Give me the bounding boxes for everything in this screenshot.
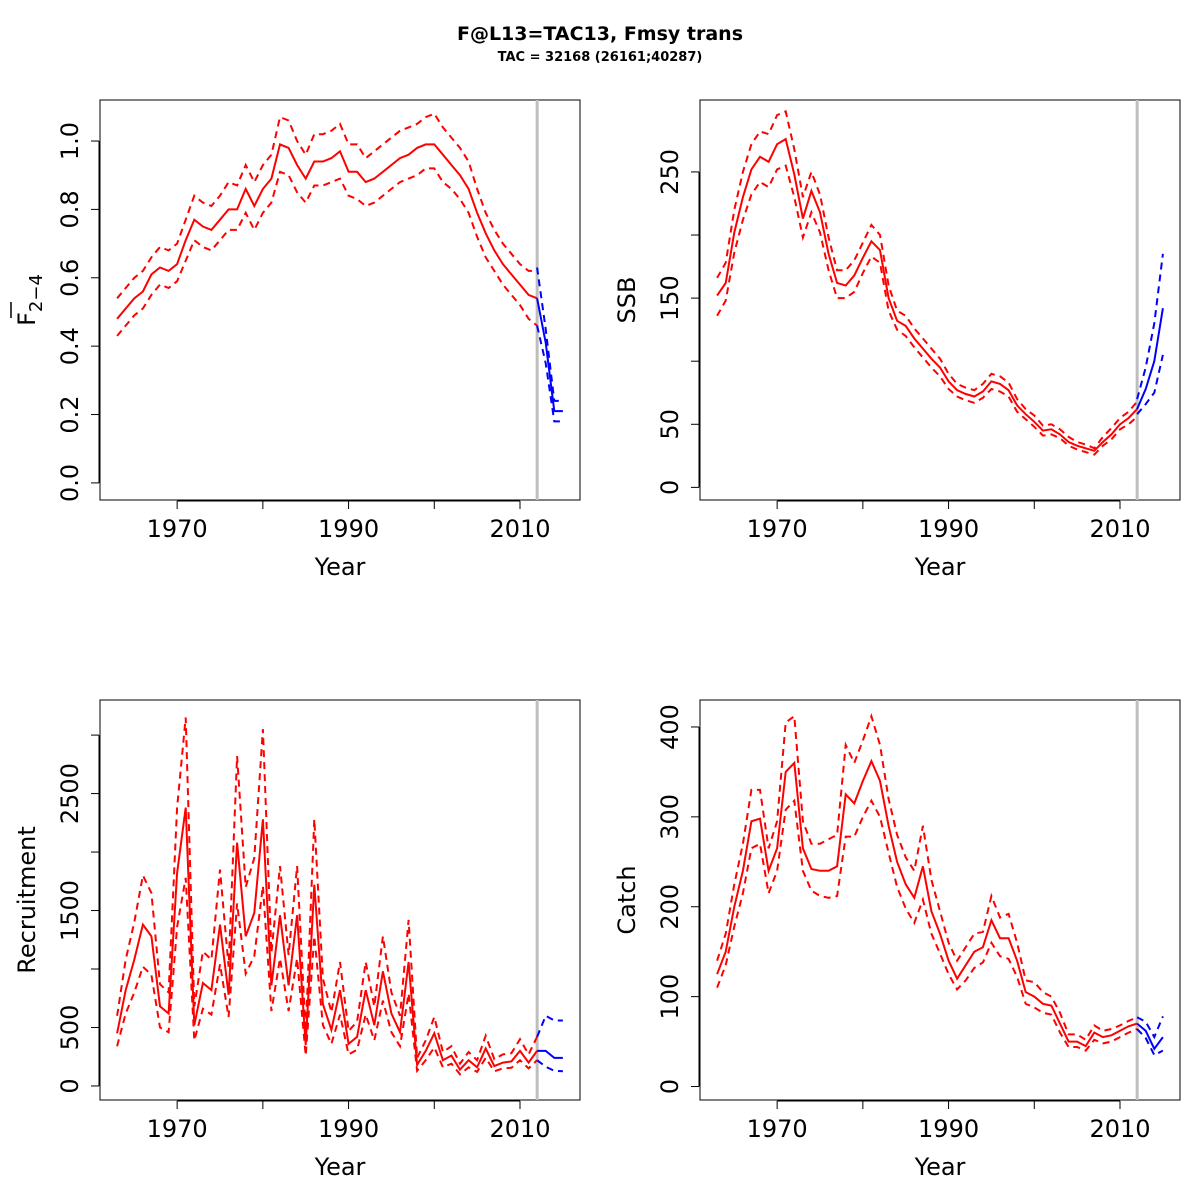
ssb-y-tick-label-50: 50 [656,409,684,440]
catch-x-tick-label-1970: 1970 [747,1115,808,1143]
ssb-history-upper-line [716,110,1138,450]
catch-x-axis-title: Year [914,1153,966,1181]
recruitment-forecast-upper-line [536,1014,563,1038]
fbar-y-tick-label-0: 0.0 [56,464,84,502]
fbar-y-axis-title: F2−4 [13,274,47,326]
recruitment-history-lower-line [116,877,538,1076]
ssb-history-estimate-line [716,137,1138,452]
recruitment-y-tick-label-0: 0 [56,1078,84,1093]
catch-forecast-upper-line [1136,1016,1164,1040]
fbar-y-tick-label-0_6: 0.6 [56,259,84,297]
fbar-history-estimate-line [116,143,538,320]
figure-title: F@L13=TAC13, Fmsy trans [457,23,743,45]
fbar-panel: 1970 1990 2010 Year 0.0 0.2 0.4 0.6 0.8 1.0 F2−4 [10,99,581,581]
ssb-y-tick-label-250: 250 [656,149,684,195]
ssb-y-tick-label-0: 0 [656,480,684,495]
catch-history-estimate-line [716,758,1138,1048]
fbar-x-tick-label-1970: 1970 [147,515,208,543]
recruitment-history-estimate-line [116,807,538,1072]
catch-x-tick-label-2010: 2010 [1089,1115,1150,1143]
fbar-forecast-lower-line [536,325,563,423]
recruitment-y-tick-label-1500: 1500 [56,880,84,941]
fbar-plot-frame [99,99,581,501]
catch-history-lower-line [716,798,1138,1052]
ssb-x-tick-label-1990: 1990 [918,515,979,543]
recruitment-y-tick-label-2500: 2500 [56,763,84,824]
fbar-y-tick-label-0_8: 0.8 [56,190,84,228]
fbar-history-lower-line [116,167,538,337]
catch-y-tick-label-100: 100 [656,974,684,1020]
fbar-plot-area [116,100,563,500]
fbar-y-tick-label-0_4: 0.4 [56,327,84,365]
recruitment-forecast-lower-line [536,1059,563,1073]
recruitment-forecast-estimate-line [537,1049,563,1059]
catch-y-tick-label-0: 0 [656,1079,684,1094]
ssb-plot-area [716,100,1164,500]
catch-y-tick-label-400: 400 [656,704,684,750]
catch-history-upper-line [716,712,1138,1042]
catch-plot-frame [699,699,1181,1101]
ssb-panel: 1970 1990 2010 Year 0 50 150 250 SSB [613,99,1181,581]
catch-forecast-lower-line [1136,1028,1164,1057]
ssb-forecast-upper-line [1136,253,1164,400]
recruitment-plot-frame [99,699,581,1101]
catch-y-tick-label-300: 300 [656,794,684,840]
recruitment-y-tick-label-500: 500 [56,1005,84,1051]
ssb-x-axis-title: Year [914,553,966,581]
fbar-x-tick-label-1990: 1990 [318,515,379,543]
recruitment-x-tick-label-2010: 2010 [489,1115,550,1143]
fbar-forecast-upper-line [536,267,563,402]
ssb-history-lower-line [716,164,1138,456]
recruitment-panel: 1970 1990 2010 Year 0 500 1500 2500 Recruitment [13,699,581,1181]
ssb-forecast-lower-line [1136,354,1164,415]
figure-subtitle: TAC = 32168 (26161;40287) [498,50,703,65]
recruitment-x-tick-label-1990: 1990 [318,1115,379,1143]
recruitment-x-tick-label-1970: 1970 [147,1115,208,1143]
catch-panel: 1970 1990 2010 Year 0 100 200 300 400 Catch [613,699,1181,1181]
catch-forecast-estimate-line [1136,1022,1164,1051]
catch-x-tick-label-1990: 1990 [918,1115,979,1143]
ssb-y-tick-label-150: 150 [656,275,684,321]
fbar-forecast-estimate-line [536,298,563,413]
ssb-x-tick-label-2010: 2010 [1089,515,1150,543]
fbar-history-upper-line [116,112,538,299]
catch-y-axis-title: Catch [613,865,641,934]
catch-y-tick-label-200: 200 [656,884,684,930]
fbar-y-axis-title-main: F [13,312,41,326]
ssb-forecast-estimate-line [1136,308,1164,410]
recruitment-plot-area [116,700,563,1100]
ssb-plot-frame [699,99,1181,501]
recruitment-y-axis-title: Recruitment [13,826,41,973]
fbar-x-tick-label-2010: 2010 [489,515,550,543]
recruitment-history-upper-line [116,717,539,1066]
fbar-y-tick-label-1: 1.0 [56,122,84,160]
recruitment-x-axis-title: Year [314,1153,366,1181]
ssb-x-tick-label-1970: 1970 [747,515,808,543]
ssb-y-axis-title: SSB [613,277,641,324]
catch-plot-area [716,700,1164,1100]
fbar-x-axis-title: Year [314,553,366,581]
fbar-y-tick-label-0_2: 0.2 [56,395,84,433]
fbar-y-axis-title-sub: 2−4 [26,274,47,312]
